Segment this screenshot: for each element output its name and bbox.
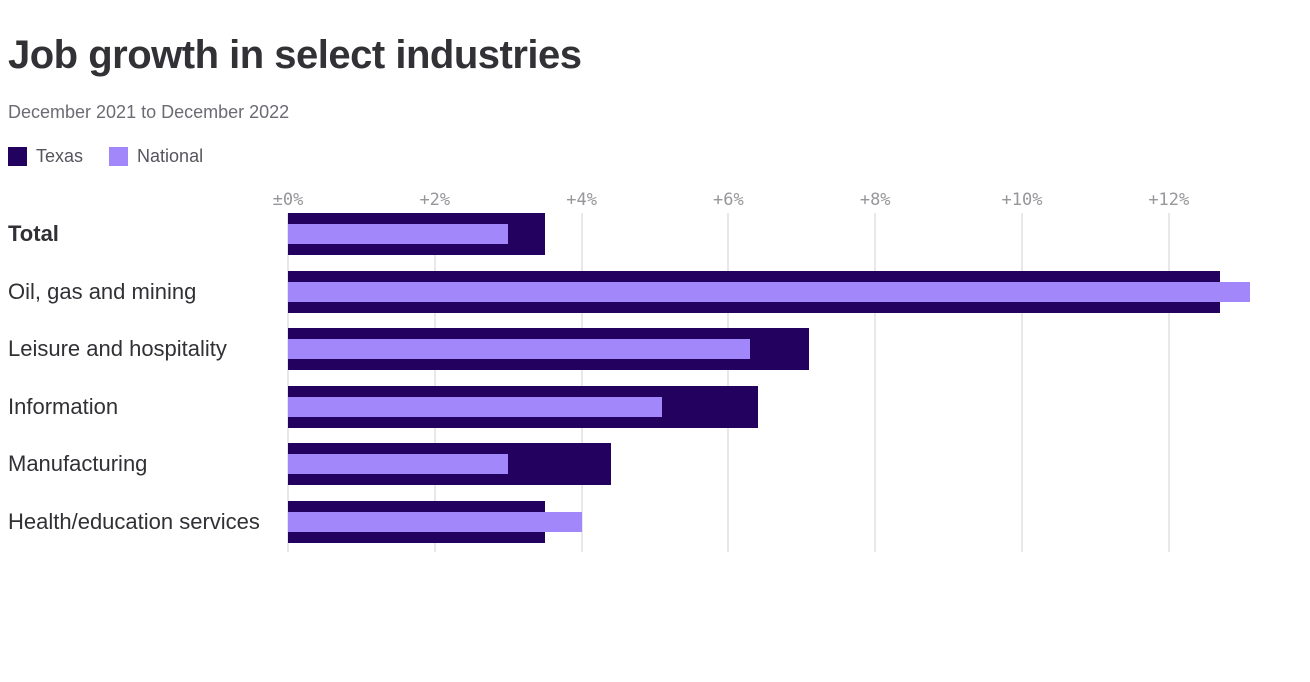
legend-item-national: National [109, 146, 203, 167]
texas-color-swatch [8, 147, 27, 166]
category-label: Oil, gas and mining [8, 278, 197, 304]
gridline [727, 213, 730, 552]
category-label: Health/education services [8, 508, 260, 534]
gridline [287, 213, 289, 552]
x-axis-tick-label: +2% [419, 190, 451, 210]
national-bar [288, 281, 1250, 302]
national-bar [288, 224, 509, 244]
gridline [580, 213, 583, 552]
x-axis-tick-label: +12% [1148, 190, 1190, 210]
x-axis-tick-label: +10% [1001, 190, 1043, 210]
x-axis-tick-label: ±0% [272, 190, 304, 210]
x-axis-tick-label: +8% [859, 190, 891, 210]
chart-subtitle: December 2021 to December 2022 [8, 102, 290, 122]
gridline [1021, 213, 1023, 552]
chart-title: Job growth in select industries [8, 33, 582, 77]
legend-label-national: National [137, 146, 204, 166]
chart-legend: Texas National [8, 146, 203, 167]
national-bar [288, 339, 751, 359]
category-label: Leisure and hospitality [8, 336, 227, 362]
x-axis-tick-label: +4% [566, 190, 597, 210]
national-color-swatch [109, 147, 129, 166]
legend-label-texas: Texas [36, 146, 84, 166]
gridline [1167, 213, 1170, 552]
national-bar [288, 454, 509, 474]
national-bar [288, 396, 663, 417]
gridline [433, 213, 436, 552]
category-label: Total [8, 221, 59, 247]
category-label: Manufacturing [8, 451, 148, 477]
legend-item-texas: Texas [8, 146, 83, 167]
x-axis-tick-label: +6% [713, 190, 744, 210]
gridline [874, 213, 877, 552]
category-label: Information [8, 393, 119, 419]
national-bar [288, 511, 582, 532]
